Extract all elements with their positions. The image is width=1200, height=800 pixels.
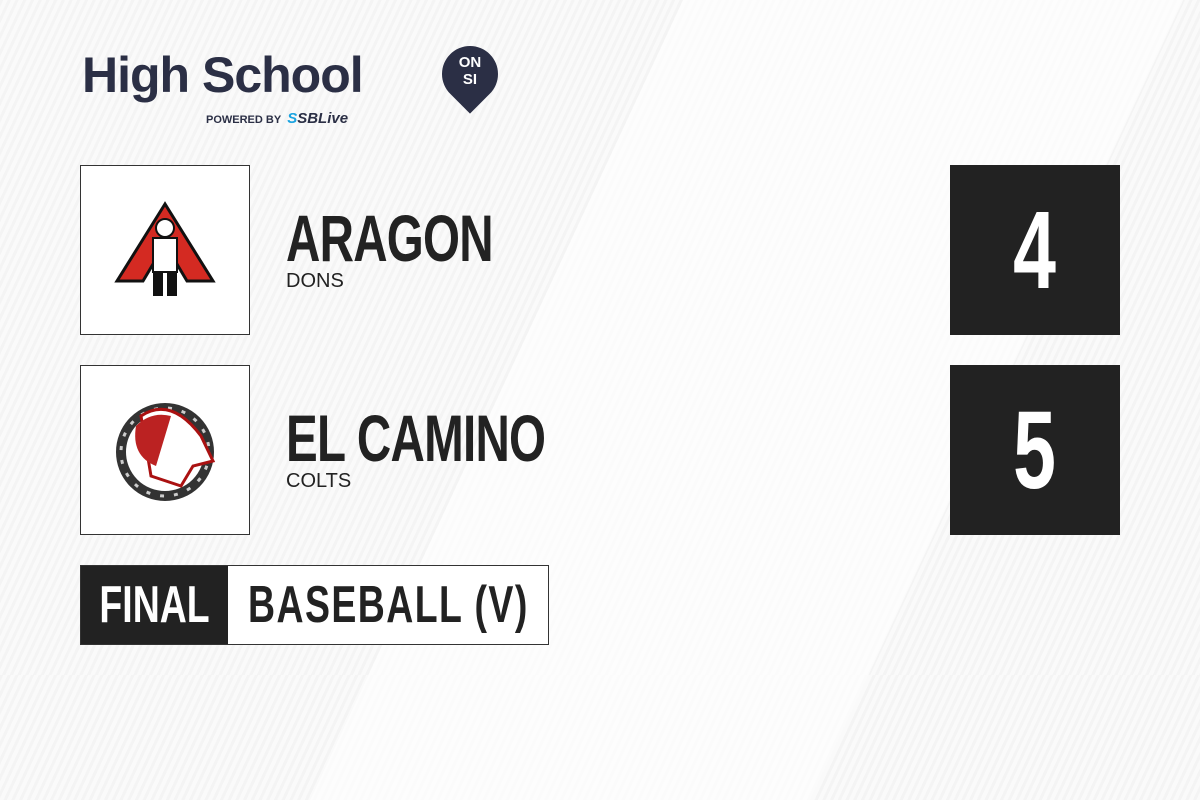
team-score: 4 (950, 165, 1120, 335)
team-name: ARAGON (286, 201, 494, 275)
brand-title: High School (82, 47, 364, 103)
team-name: EL CAMINO (286, 401, 546, 475)
aragon-logo-box (80, 165, 250, 335)
badge-bottom: SI (462, 71, 478, 88)
badge-top: ON (458, 54, 482, 71)
sblive-logo: SSBLive (287, 110, 349, 127)
team-mascot: DONS (286, 270, 344, 292)
high-school-on-si-logo: High School ON SI POWERED BY SSBLive (82, 34, 510, 127)
powered-by: POWERED BY (206, 114, 282, 126)
team-score: 5 (950, 365, 1120, 535)
status-badge: FINAL (81, 566, 228, 644)
el-camino-logo-box (80, 365, 250, 535)
sport-label: BASEBALL (V) (248, 576, 529, 634)
game-status-bar: FINAL BASEBALL (V) (80, 565, 549, 645)
team-aragon: ARAGON DONS (286, 200, 573, 293)
aragon-logo (114, 201, 216, 296)
team-el-camino: EL CAMINO COLTS (286, 400, 646, 493)
el-camino-logo (116, 403, 216, 501)
team-mascot: COLTS (286, 470, 352, 492)
